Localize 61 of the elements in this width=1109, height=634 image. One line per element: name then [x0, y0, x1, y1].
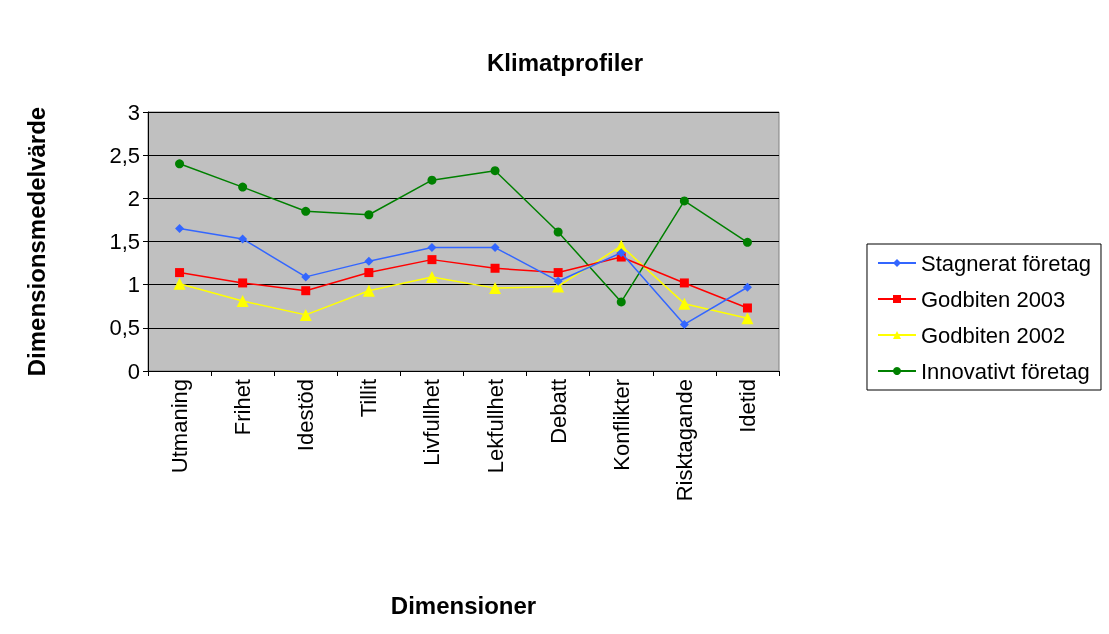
point	[364, 210, 374, 220]
point	[175, 268, 185, 278]
x-axis-title: Dimensioner	[390, 591, 537, 619]
point	[173, 277, 186, 290]
point	[301, 272, 311, 282]
x-tick-label: Konflikter	[608, 379, 634, 471]
y-axis-title: Dimensionsmedelvärde	[22, 106, 50, 377]
point	[742, 237, 752, 247]
x-tick-label: Livfullhet	[419, 379, 445, 466]
point	[299, 308, 312, 321]
point	[489, 282, 502, 295]
chart-title: Klimatprofiler	[486, 48, 644, 76]
legend-label: Godbiten 2003	[920, 286, 1066, 312]
legend-label: Stagnerat företag	[920, 250, 1092, 276]
point	[427, 243, 437, 253]
x-tick-label: Tillit	[356, 379, 382, 418]
point	[427, 175, 437, 185]
point	[490, 166, 500, 176]
x-tick-label: Utmaning	[167, 379, 193, 474]
legend-label: Godbiten 2002	[920, 322, 1066, 348]
point	[742, 303, 752, 313]
point	[301, 206, 311, 216]
point	[238, 278, 248, 288]
x-tick-label: Idetid	[734, 379, 760, 433]
y-tick-label: 1,5	[109, 229, 140, 254]
point	[175, 224, 185, 234]
y-tick-label: 2,5	[109, 142, 140, 168]
point	[742, 282, 752, 292]
point	[238, 234, 248, 244]
x-tick-label: Lekfullhet	[482, 379, 508, 474]
point	[679, 196, 689, 206]
point	[236, 295, 249, 308]
y-tick-label: 0,5	[109, 315, 140, 341]
point	[679, 319, 689, 329]
x-tick-label: Frihet	[230, 379, 256, 436]
point	[362, 284, 375, 297]
point	[425, 270, 438, 283]
y-tick-label: 2	[127, 185, 140, 211]
y-tick-label: 0	[127, 358, 140, 384]
point	[490, 263, 500, 273]
point	[616, 248, 626, 258]
point	[678, 297, 691, 310]
x-tick-label: Risktagande	[671, 379, 697, 502]
point	[553, 276, 563, 286]
x-tick-label: Idestöd	[293, 379, 319, 452]
point	[679, 278, 689, 288]
point	[427, 255, 437, 265]
x-tick-label: Debatt	[545, 379, 571, 444]
point	[238, 182, 248, 192]
point	[364, 268, 374, 278]
point	[364, 256, 374, 266]
point	[301, 286, 311, 296]
point	[490, 243, 500, 253]
point	[175, 159, 185, 169]
point	[553, 227, 563, 237]
y-tick-label: 3	[127, 99, 140, 125]
legend-label: Innovativt företag	[920, 358, 1090, 384]
point	[616, 297, 626, 307]
point	[741, 312, 754, 325]
point	[553, 268, 563, 278]
y-tick-label: 1	[127, 272, 140, 298]
